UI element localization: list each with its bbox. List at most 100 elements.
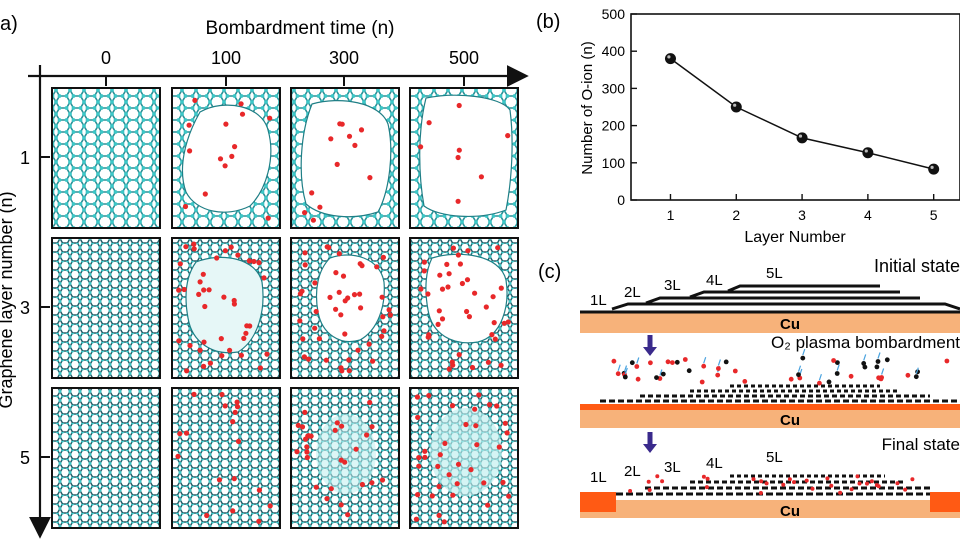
oxygen-atom <box>355 347 361 353</box>
final-layer-5L: 5L <box>766 449 783 466</box>
oxygen-atom <box>328 486 334 492</box>
oxygen-atom <box>251 258 257 265</box>
oxygen-atom <box>183 430 190 436</box>
oxygen-atom <box>490 294 496 300</box>
final-cu-label: Cu <box>780 503 800 520</box>
oxygen-atom <box>206 287 212 293</box>
chart-point-highlight <box>667 55 671 59</box>
oxygen-atom <box>214 255 220 261</box>
oxygen-atom <box>177 261 183 267</box>
oxygen-atom <box>221 294 227 300</box>
chart-point-highlight <box>930 165 934 169</box>
plasma-ions <box>611 348 950 386</box>
final-oxygen-dot <box>857 481 862 486</box>
oxygen-atom <box>244 323 250 329</box>
chart-x-tick-label: 4 <box>864 207 872 223</box>
panel-c-label: (c) <box>538 261 561 283</box>
oxygen-atom <box>439 316 446 322</box>
plasma-ion-trail <box>636 357 640 364</box>
final-oxygen-dot <box>792 480 796 485</box>
plasma-ion-trail <box>624 367 628 375</box>
oxygen-atom <box>455 252 461 258</box>
initial-cu-label: Cu <box>780 316 800 333</box>
final-oxygen-dot <box>660 479 665 484</box>
final-oxygen-dot <box>647 488 652 492</box>
oxygen-atom <box>227 347 233 353</box>
oxygen-atom <box>492 336 498 342</box>
plasma-ion <box>876 375 881 381</box>
oxygen-atom <box>184 368 190 374</box>
oxygen-atom <box>334 161 340 167</box>
oxygen-atom <box>182 203 189 210</box>
final-oxygen-dot <box>704 485 709 490</box>
oxygen-atom <box>483 304 489 310</box>
oxygen-atom <box>332 427 338 433</box>
chart-point <box>796 132 808 144</box>
oxygen-atom <box>241 335 247 341</box>
plasma-ion <box>835 360 840 365</box>
oxygen-atom <box>358 127 365 133</box>
oxygen-atom <box>366 341 372 347</box>
oxygen-atom <box>207 360 213 366</box>
oxygen-atom <box>369 424 375 430</box>
initial-layer-2L: 2L <box>624 284 641 301</box>
oxygen-atom <box>336 289 342 295</box>
oxygen-atom <box>317 204 323 210</box>
oxygen-atom <box>229 153 235 159</box>
oxygen-atom <box>370 358 376 364</box>
plasma-ion <box>670 360 675 365</box>
oxygen-atom <box>191 246 197 252</box>
oxygen-atom <box>472 290 478 296</box>
plasma-cu-label: Cu <box>780 412 800 429</box>
oxygen-atom <box>204 512 210 519</box>
oxygen-atom <box>415 492 421 498</box>
oxygen-atom <box>359 481 365 488</box>
oxygen-atom <box>486 402 493 408</box>
oxygen-atom <box>425 291 431 297</box>
final-oxygen-dot <box>810 486 815 491</box>
oxygen-atom <box>217 156 224 162</box>
snapshot-5L-t0 <box>51 387 161 529</box>
plasma-ion <box>848 373 854 379</box>
oxygen-atom <box>304 449 310 455</box>
plasma-ion <box>905 372 911 378</box>
oxygen-atom <box>192 97 198 103</box>
oxygen-atom <box>473 423 479 429</box>
chart-x-tick-label: 2 <box>732 207 740 223</box>
panel-a: a) Bombardment time (n) 0 100 300 500 Gr… <box>0 13 529 539</box>
oxygen-atom <box>495 245 501 251</box>
oxygen-atom <box>256 487 262 493</box>
oxygen-atom <box>414 394 420 400</box>
oxygen-atom <box>359 263 365 269</box>
initial-layer-4L: 4L <box>706 272 723 289</box>
oxygen-atom <box>300 336 306 342</box>
plasma-ion-trail <box>617 364 621 371</box>
oxygen-atom <box>297 291 303 297</box>
oxygen-atom <box>422 448 428 454</box>
oxygen-atom <box>256 518 262 524</box>
oxygen-atom <box>413 516 419 522</box>
oxygen-atom <box>436 483 442 490</box>
oxygen-atom <box>177 431 183 437</box>
final-oxygen-dot <box>895 481 900 486</box>
oxygen-atom <box>446 271 452 277</box>
oxygen-atom <box>304 454 310 461</box>
plasma-ion-trail <box>659 369 663 376</box>
oxygen-atom <box>302 262 308 268</box>
oxygen-atom <box>369 480 375 486</box>
oxygen-atom <box>216 477 223 483</box>
oxygen-atom <box>496 444 502 450</box>
oxygen-atom <box>257 365 263 371</box>
final-cu-substrate <box>580 500 960 518</box>
oxygen-atom <box>246 258 252 264</box>
plasma-ion <box>875 359 881 364</box>
oxygen-atom <box>338 502 344 508</box>
plasma-ion <box>622 374 628 380</box>
oxygen-atom <box>441 519 447 525</box>
final-oxygen-dot <box>865 481 869 486</box>
oxygen-atom <box>234 404 241 410</box>
oxygen-atom <box>416 455 422 461</box>
oxygen-atom <box>469 364 476 371</box>
chart-y-ticks: 0 100 200 300 400 500 <box>602 6 637 208</box>
oxygen-atom <box>457 261 463 267</box>
